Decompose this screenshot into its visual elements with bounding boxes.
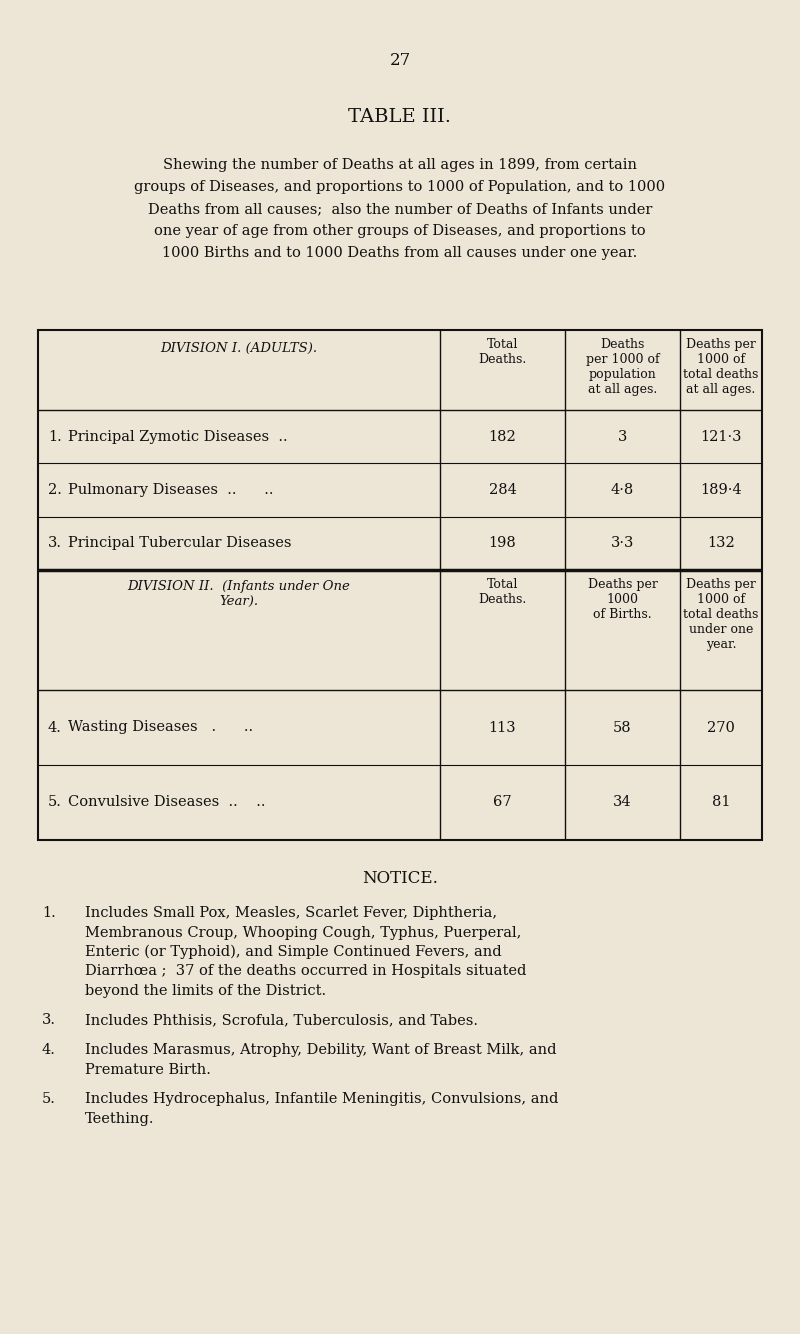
Text: Total
Deaths.: Total Deaths.: [478, 578, 526, 606]
Text: NOTICE.: NOTICE.: [362, 870, 438, 887]
Text: 113: 113: [489, 720, 516, 735]
Text: 1000 Births and to 1000 Deaths from all causes under one year.: 1000 Births and to 1000 Deaths from all …: [162, 245, 638, 260]
Text: 5.: 5.: [42, 1093, 56, 1106]
Text: 4.: 4.: [42, 1043, 56, 1057]
Text: 182: 182: [489, 430, 516, 444]
Text: Pulmonary Diseases  ..      ..: Pulmonary Diseases .. ..: [68, 483, 274, 498]
Text: 4·8: 4·8: [611, 483, 634, 498]
Text: Teething.: Teething.: [85, 1111, 154, 1126]
Text: 5.: 5.: [48, 795, 62, 810]
Text: Shewing the number of Deaths at all ages in 1899, from certain: Shewing the number of Deaths at all ages…: [163, 157, 637, 172]
Text: 3.: 3.: [48, 536, 62, 551]
Text: beyond the limits of the District.: beyond the limits of the District.: [85, 984, 326, 998]
Text: 81: 81: [712, 795, 730, 810]
Text: Includes Phthisis, Scrofula, Tuberculosis, and Tabes.: Includes Phthisis, Scrofula, Tuberculosi…: [85, 1014, 478, 1027]
Text: 3·3: 3·3: [611, 536, 634, 551]
Text: Principal Tubercular Diseases: Principal Tubercular Diseases: [68, 536, 291, 551]
Text: DIVISION II.  (Infants under One
Year).: DIVISION II. (Infants under One Year).: [127, 580, 350, 608]
Text: 58: 58: [613, 720, 632, 735]
Text: Principal Zymotic Diseases  ..: Principal Zymotic Diseases ..: [68, 430, 288, 444]
Text: Includes Hydrocephalus, Infantile Meningitis, Convulsions, and: Includes Hydrocephalus, Infantile Mening…: [85, 1093, 558, 1106]
Text: Membranous Croup, Whooping Cough, Typhus, Puerperal,: Membranous Croup, Whooping Cough, Typhus…: [85, 926, 522, 939]
Text: 189·4: 189·4: [700, 483, 742, 498]
Text: one year of age from other groups of Diseases, and proportions to: one year of age from other groups of Dis…: [154, 224, 646, 237]
Text: 132: 132: [707, 536, 735, 551]
Text: Enteric (or Typhoid), and Simple Continued Fevers, and: Enteric (or Typhoid), and Simple Continu…: [85, 944, 502, 959]
Text: Deaths from all causes;  also the number of Deaths of Infants under: Deaths from all causes; also the number …: [148, 201, 652, 216]
Text: Deaths per
1000
of Births.: Deaths per 1000 of Births.: [587, 578, 658, 622]
Text: Convulsive Diseases  ..    ..: Convulsive Diseases .. ..: [68, 795, 266, 810]
Text: 1.: 1.: [48, 430, 62, 444]
Text: 1.: 1.: [42, 906, 56, 920]
Text: groups of Diseases, and proportions to 1000 of Population, and to 1000: groups of Diseases, and proportions to 1…: [134, 180, 666, 193]
Text: 4.: 4.: [48, 720, 62, 735]
Text: Deaths
per 1000 of
population
at all ages.: Deaths per 1000 of population at all age…: [586, 338, 659, 396]
Text: 3.: 3.: [42, 1014, 56, 1027]
Text: Includes Marasmus, Atrophy, Debility, Want of Breast Milk, and: Includes Marasmus, Atrophy, Debility, Wa…: [85, 1043, 557, 1057]
Text: 67: 67: [493, 795, 512, 810]
Text: Deaths per
1000 of
total deaths
at all ages.: Deaths per 1000 of total deaths at all a…: [683, 338, 758, 396]
Text: 284: 284: [489, 483, 517, 498]
Text: 198: 198: [489, 536, 516, 551]
Text: 3: 3: [618, 430, 627, 444]
Text: Wasting Diseases   .      ..: Wasting Diseases . ..: [68, 720, 253, 735]
Text: 121·3: 121·3: [700, 430, 742, 444]
Text: TABLE III.: TABLE III.: [349, 108, 451, 125]
Text: 2.: 2.: [48, 483, 62, 498]
Bar: [38, 329, 762, 840]
Text: 34: 34: [613, 795, 632, 810]
Text: Premature Birth.: Premature Birth.: [85, 1062, 211, 1077]
Text: Total
Deaths.: Total Deaths.: [478, 338, 526, 366]
Text: Includes Small Pox, Measles, Scarlet Fever, Diphtheria,: Includes Small Pox, Measles, Scarlet Fev…: [85, 906, 497, 920]
Text: 270: 270: [707, 720, 735, 735]
Text: 27: 27: [390, 52, 410, 69]
Text: DIVISION I. (ADULTS).: DIVISION I. (ADULTS).: [161, 342, 318, 355]
Text: Deaths per
1000 of
total deaths
under one
year.: Deaths per 1000 of total deaths under on…: [683, 578, 758, 651]
Text: Diarrhœa ;  37 of the deaths occurred in Hospitals situated: Diarrhœa ; 37 of the deaths occurred in …: [85, 964, 526, 979]
